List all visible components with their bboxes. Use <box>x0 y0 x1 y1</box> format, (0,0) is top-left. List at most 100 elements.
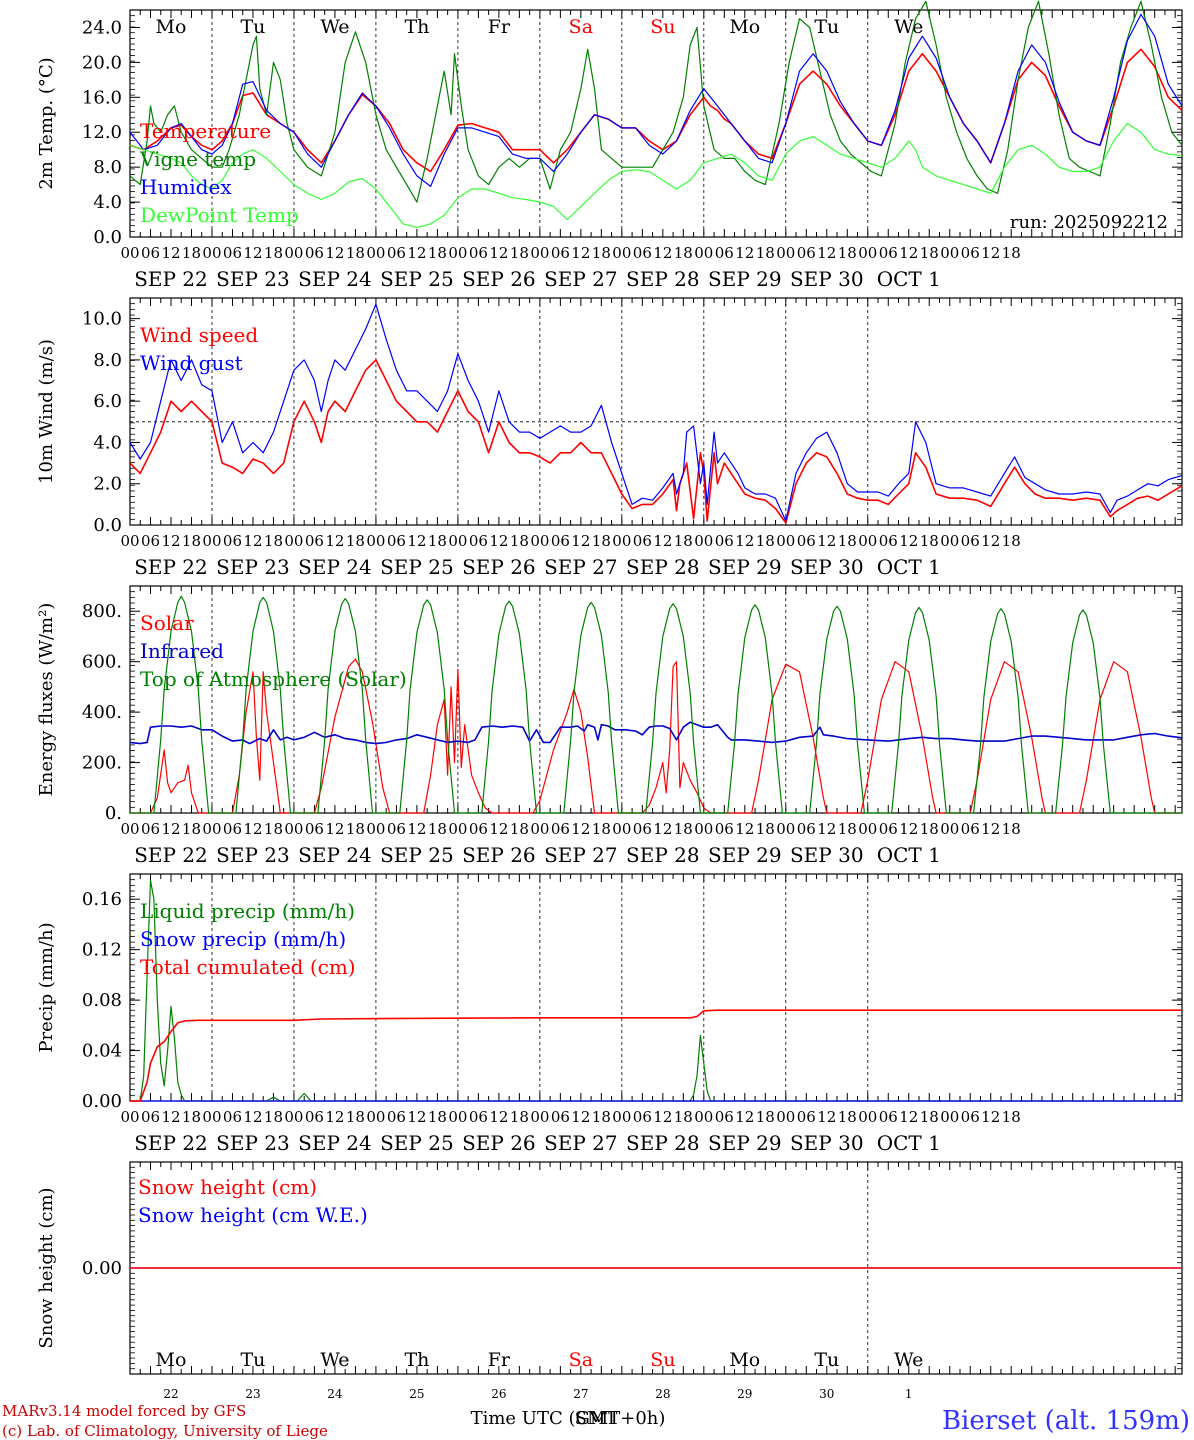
hour-tick-label: 18 <box>592 1108 611 1126</box>
hour-tick-label: 18 <box>674 1108 693 1126</box>
hour-tick-label: 00 <box>858 1108 877 1126</box>
weekday-label: Su <box>650 16 675 38</box>
hour-tick-label: 06 <box>223 532 242 550</box>
hour-tick-label: 12 <box>325 1108 344 1126</box>
day-number-label: 1 <box>905 1387 913 1401</box>
date-label: SEP 27 <box>544 1131 618 1155</box>
temperature-panel: 0.0 4.0 8.0 12.0 16.0 20.0 24.0 2m Temp. (°C) 00… <box>36 0 1183 291</box>
weekday-label: Mo <box>729 1349 760 1371</box>
weekday-label: Sa <box>569 1349 593 1371</box>
date-label: SEP 27 <box>544 843 618 867</box>
date-label: SEP 28 <box>626 555 700 579</box>
weekday-label: Su <box>650 1349 675 1371</box>
hour-tick-label: 12 <box>899 532 918 550</box>
hour-tick-label: 18 <box>1002 1108 1021 1126</box>
hour-tick-label: 06 <box>797 1108 816 1126</box>
hour-tick-label: 00 <box>366 532 385 550</box>
series-line-humidex <box>129 13 1183 187</box>
hour-tick-label: 00 <box>448 820 467 838</box>
y-tick-label: 800. <box>82 601 122 622</box>
hour-tick-label: 00 <box>612 1108 631 1126</box>
hour-tick-label: 00 <box>202 1108 221 1126</box>
hour-tick-label: 18 <box>920 244 939 262</box>
hour-tick-label: 06 <box>469 532 488 550</box>
hour-tick-label: 00 <box>202 244 221 262</box>
hour-tick-label: 00 <box>530 244 549 262</box>
date-label: SEP 30 <box>790 1131 864 1155</box>
legend-entry: Snow precip (mm/h) <box>140 927 346 951</box>
series-line-temperature <box>129 48 1183 173</box>
hour-tick-label: 06 <box>141 1108 160 1126</box>
y-tick-label: 400. <box>82 702 122 723</box>
hour-tick-label: 00 <box>530 1108 549 1126</box>
weekday-label: We <box>320 1349 349 1371</box>
hour-tick-label: 06 <box>633 820 652 838</box>
hour-tick-label: 00 <box>858 532 877 550</box>
footer-model-line: MARv3.14 model forced by GFS <box>2 1402 246 1420</box>
hour-tick-label: 00 <box>530 532 549 550</box>
hour-tick-label: 00 <box>776 820 795 838</box>
hour-tick-label: 00 <box>284 1108 303 1126</box>
y-tick-label: 20.0 <box>82 52 122 73</box>
hour-tick-label: 06 <box>633 532 652 550</box>
date-label: SEP 25 <box>380 267 454 291</box>
legend-entry: Humidex <box>140 175 232 199</box>
hour-tick-label: 18 <box>510 1108 529 1126</box>
y-tick-label: 4.0 <box>93 192 122 213</box>
hour-tick-label: 00 <box>694 244 713 262</box>
hour-tick-label: 12 <box>407 1108 426 1126</box>
date-label: SEP 23 <box>216 267 290 291</box>
hour-tick-label: 06 <box>797 244 816 262</box>
y-tick-label: 8.0 <box>93 157 122 178</box>
date-label: SEP 22 <box>134 555 208 579</box>
hour-tick-label: 12 <box>981 532 1000 550</box>
date-label: SEP 26 <box>462 843 536 867</box>
hour-tick-label: 06 <box>469 820 488 838</box>
footer-lab-line: (c) Lab. of Climatology, University of L… <box>2 1422 328 1440</box>
hour-tick-label: 12 <box>407 820 426 838</box>
date-label: SEP 25 <box>380 555 454 579</box>
hour-tick-label: 12 <box>653 820 672 838</box>
hour-tick-label: 00 <box>694 1108 713 1126</box>
hour-tick-label: 12 <box>325 532 344 550</box>
hour-tick-label: 06 <box>633 1108 652 1126</box>
hour-tick-label: 06 <box>223 244 242 262</box>
legend-entry: Vigne temp <box>139 147 256 171</box>
date-label: SEP 26 <box>462 267 536 291</box>
hour-tick-label: 12 <box>653 532 672 550</box>
legend-entry: Snow height (cm W.E.) <box>138 1203 368 1227</box>
hour-tick-label: 12 <box>817 244 836 262</box>
hour-tick-label: 06 <box>715 1108 734 1126</box>
hour-tick-label: 18 <box>1002 820 1021 838</box>
date-label: SEP 24 <box>298 267 372 291</box>
date-label: SEP 25 <box>380 843 454 867</box>
hour-tick-label: 18 <box>182 532 201 550</box>
legend-entry: Total cumulated (cm) <box>140 955 356 979</box>
hour-tick-label: 00 <box>120 532 139 550</box>
hour-tick-label: 18 <box>838 532 857 550</box>
y-tick-label: 24.0 <box>82 17 122 38</box>
hour-tick-label: 06 <box>387 532 406 550</box>
hour-tick-label: 12 <box>571 820 590 838</box>
hour-tick-label: 12 <box>407 532 426 550</box>
hour-tick-label: 12 <box>653 244 672 262</box>
hour-tick-label: 00 <box>284 244 303 262</box>
date-label: OCT 1 <box>877 555 941 579</box>
run-label: run: 2025092212 <box>1010 212 1168 233</box>
hour-tick-label: 12 <box>735 820 754 838</box>
day-number-label: 26 <box>491 1387 506 1401</box>
hour-tick-label: 06 <box>797 820 816 838</box>
hour-tick-label: 18 <box>346 1108 365 1126</box>
hour-tick-label: 00 <box>858 244 877 262</box>
legend-entry: Wind gust <box>140 351 243 375</box>
hour-tick-label: 06 <box>305 820 324 838</box>
date-label: SEP 23 <box>216 1131 290 1155</box>
y-tick-label: 600. <box>82 652 122 673</box>
weekday-label: Th <box>404 16 429 38</box>
weekday-label: Tu <box>241 1349 266 1371</box>
series-line-total-cumulated-cm <box>130 1009 1182 1102</box>
hour-tick-label: 18 <box>264 532 283 550</box>
hour-tick-label: 00 <box>858 820 877 838</box>
